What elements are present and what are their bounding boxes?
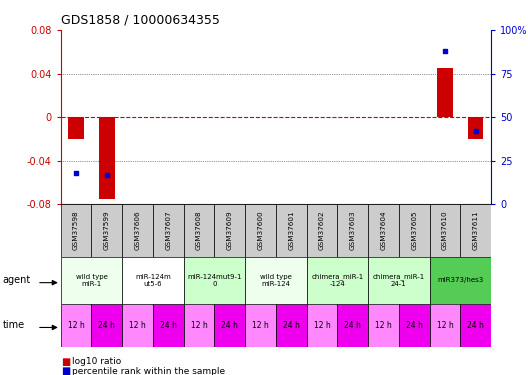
Text: wild type
miR-124: wild type miR-124 — [260, 274, 292, 287]
Text: 12 h: 12 h — [129, 321, 146, 330]
Text: GSM37603: GSM37603 — [350, 211, 356, 251]
Text: GSM37606: GSM37606 — [135, 211, 140, 251]
Bar — [153, 204, 184, 257]
Text: miR-124mut9-1
0: miR-124mut9-1 0 — [187, 274, 242, 287]
Bar — [245, 304, 276, 347]
Bar — [430, 304, 460, 347]
Bar — [307, 304, 337, 347]
Text: 24 h: 24 h — [406, 321, 422, 330]
Bar — [214, 204, 245, 257]
Bar — [368, 304, 399, 347]
Bar — [122, 257, 184, 304]
Text: 12 h: 12 h — [437, 321, 454, 330]
Point — [472, 128, 480, 134]
Text: ■: ■ — [61, 357, 70, 367]
Text: 24 h: 24 h — [98, 321, 115, 330]
Text: GSM37610: GSM37610 — [442, 211, 448, 251]
Text: GSM37598: GSM37598 — [73, 211, 79, 251]
Bar — [399, 204, 430, 257]
Bar — [460, 304, 491, 347]
Text: GSM37600: GSM37600 — [258, 211, 263, 251]
Text: 12 h: 12 h — [252, 321, 269, 330]
Text: 24 h: 24 h — [283, 321, 300, 330]
Bar — [214, 304, 245, 347]
Bar — [91, 304, 122, 347]
Bar — [437, 68, 452, 117]
Text: ■: ■ — [61, 366, 70, 375]
Text: percentile rank within the sample: percentile rank within the sample — [72, 367, 225, 375]
Text: 24 h: 24 h — [344, 321, 361, 330]
Text: time: time — [3, 320, 25, 330]
Text: GSM37607: GSM37607 — [165, 211, 171, 251]
Text: GSM37602: GSM37602 — [319, 211, 325, 251]
Bar — [337, 204, 368, 257]
Bar — [276, 304, 307, 347]
Text: miR373/hes3: miR373/hes3 — [437, 278, 484, 284]
Bar — [468, 117, 483, 139]
Bar — [69, 117, 84, 139]
Text: miR-124m
ut5-6: miR-124m ut5-6 — [135, 274, 171, 287]
Bar — [460, 204, 491, 257]
Bar — [91, 204, 122, 257]
Text: chimera_miR-1
24-1: chimera_miR-1 24-1 — [373, 273, 425, 287]
Bar — [153, 304, 184, 347]
Text: 12 h: 12 h — [191, 321, 208, 330]
Text: log10 ratio: log10 ratio — [72, 357, 121, 366]
Bar — [337, 304, 368, 347]
Text: GSM37604: GSM37604 — [381, 211, 386, 251]
Text: 12 h: 12 h — [68, 321, 84, 330]
Bar — [184, 304, 214, 347]
Text: GSM37601: GSM37601 — [288, 211, 294, 251]
Text: agent: agent — [3, 275, 31, 285]
Bar — [368, 257, 430, 304]
Point — [441, 48, 449, 54]
Bar — [368, 204, 399, 257]
Text: GSM37608: GSM37608 — [196, 211, 202, 251]
Point — [102, 172, 111, 178]
Bar — [61, 304, 91, 347]
Text: 24 h: 24 h — [467, 321, 484, 330]
Text: GSM37599: GSM37599 — [104, 211, 110, 251]
Bar — [307, 204, 337, 257]
Bar — [61, 204, 91, 257]
Text: 12 h: 12 h — [314, 321, 331, 330]
Bar — [99, 117, 115, 199]
Bar — [245, 257, 307, 304]
Bar — [122, 204, 153, 257]
Text: 12 h: 12 h — [375, 321, 392, 330]
Text: chimera_miR-1
-124: chimera_miR-1 -124 — [311, 273, 363, 287]
Bar — [122, 304, 153, 347]
Bar — [430, 257, 491, 304]
Text: GSM37611: GSM37611 — [473, 211, 479, 251]
Bar — [184, 204, 214, 257]
Bar — [399, 304, 430, 347]
Bar — [430, 204, 460, 257]
Text: 24 h: 24 h — [221, 321, 238, 330]
Bar — [276, 204, 307, 257]
Text: wild type
miR-1: wild type miR-1 — [76, 274, 107, 287]
Bar — [307, 257, 368, 304]
Text: 24 h: 24 h — [160, 321, 177, 330]
Text: GDS1858 / 10000634355: GDS1858 / 10000634355 — [61, 13, 220, 26]
Bar — [61, 257, 122, 304]
Bar — [245, 204, 276, 257]
Point — [72, 170, 80, 176]
Text: GSM37609: GSM37609 — [227, 211, 233, 251]
Text: GSM37605: GSM37605 — [411, 211, 417, 251]
Bar — [184, 257, 245, 304]
